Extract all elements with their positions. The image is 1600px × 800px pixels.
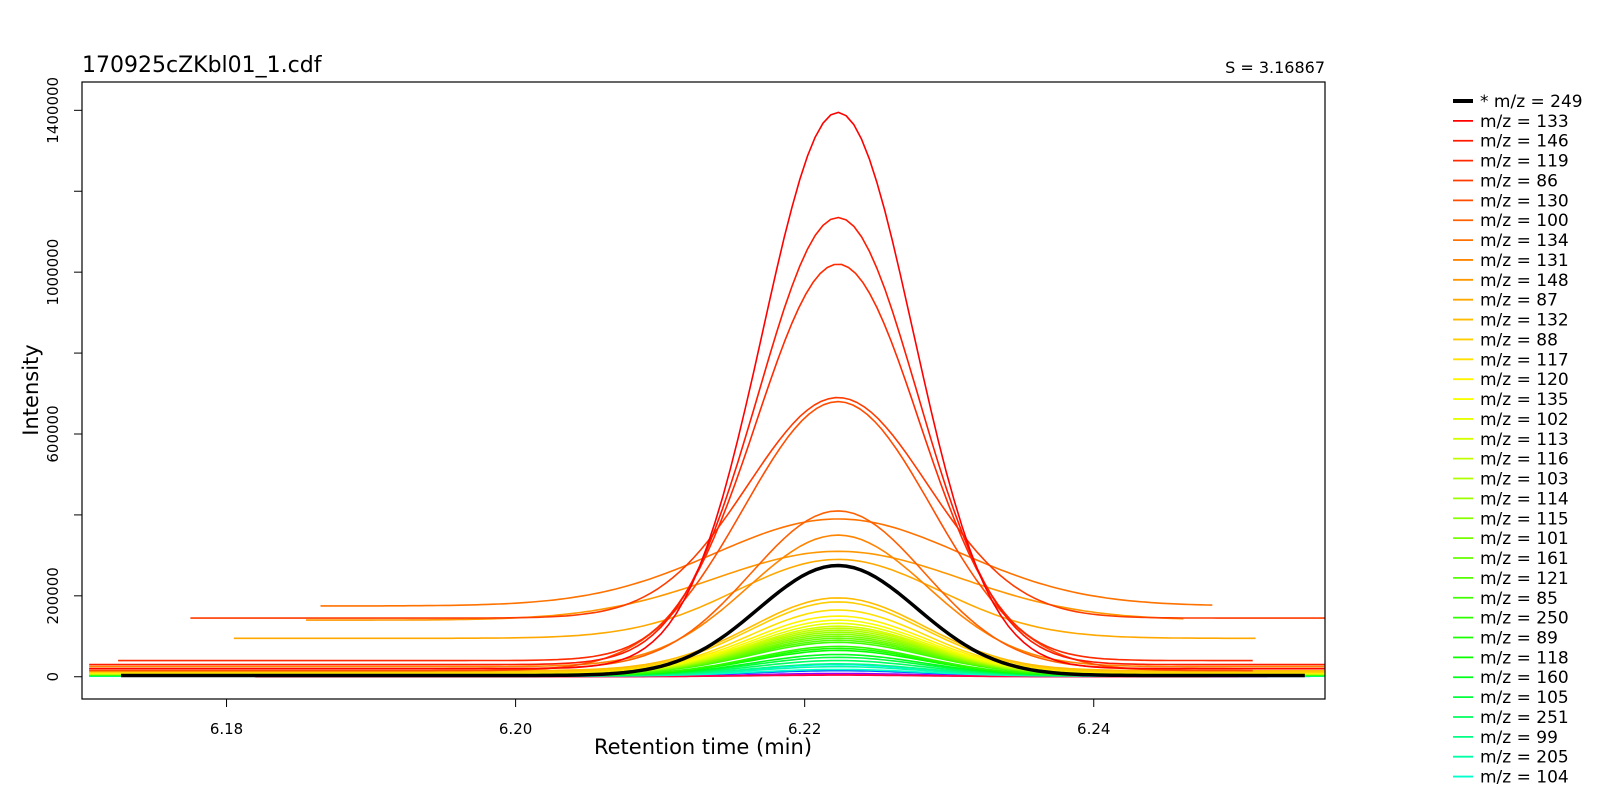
chromatogram-traces — [89, 111, 1325, 678]
chart-title: 170925cZKbl01_1.cdf — [82, 53, 323, 78]
series-line — [89, 534, 1325, 668]
legend-label: m/z = 250 — [1480, 609, 1569, 629]
legend-label: m/z = 105 — [1480, 688, 1569, 708]
y-tick-label: 1000000 — [44, 239, 62, 306]
legend-label: m/z = 115 — [1480, 509, 1569, 529]
legend-label: m/z = 104 — [1480, 768, 1569, 788]
plot-frame — [81, 81, 1326, 700]
legend-label: m/z = 119 — [1480, 152, 1569, 172]
series-line — [89, 216, 1325, 666]
y-tick-label: 1400000 — [44, 77, 62, 144]
legend-label: m/z = 86 — [1480, 171, 1558, 191]
x-tick-label: 6.22 — [788, 720, 821, 738]
legend-label: m/z = 131 — [1480, 251, 1569, 271]
legend-label: m/z = 205 — [1480, 748, 1569, 768]
x-axis: 6.18 6.20 6.22 6.24 — [210, 699, 1110, 738]
legend-label: m/z = 160 — [1480, 668, 1569, 688]
series-line — [89, 400, 1253, 672]
series-line — [118, 263, 1253, 662]
score-label: S = 3.16867 — [1225, 58, 1325, 77]
y-tick-label: 200000 — [44, 567, 62, 624]
legend-label: m/z = 133 — [1480, 112, 1569, 132]
series-line — [190, 396, 1325, 619]
legend-label: m/z = 132 — [1480, 311, 1569, 331]
series-line — [306, 550, 1184, 621]
legend-label: m/z = 100 — [1480, 211, 1569, 231]
legend-label: m/z = 146 — [1480, 132, 1569, 152]
legend-label: * m/z = 249 — [1480, 92, 1583, 112]
x-tick-label: 6.20 — [499, 720, 532, 738]
series-line — [320, 518, 1213, 607]
legend-label: m/z = 87 — [1480, 291, 1558, 311]
series-line-highlight — [121, 563, 1305, 678]
series-line — [89, 111, 1325, 670]
legend-label: m/z = 161 — [1480, 549, 1569, 569]
x-tick-label: 6.18 — [210, 720, 243, 738]
legend-label: m/z = 88 — [1480, 330, 1558, 350]
y-tick-label: 0 — [44, 672, 62, 682]
legend-label: m/z = 89 — [1480, 628, 1558, 648]
legend-label: m/z = 118 — [1480, 648, 1569, 668]
legend-label: m/z = 120 — [1480, 370, 1569, 390]
x-tick-label: 6.24 — [1077, 720, 1110, 738]
legend-label: m/z = 135 — [1480, 390, 1569, 410]
legend-label: m/z = 116 — [1480, 450, 1569, 470]
legend-label: m/z = 121 — [1480, 569, 1569, 589]
legend-label: m/z = 103 — [1480, 470, 1569, 490]
legend-label: m/z = 148 — [1480, 271, 1569, 291]
legend-label: m/z = 113 — [1480, 430, 1569, 450]
series-line — [89, 601, 1325, 673]
series-line — [89, 510, 1325, 670]
y-tick-label: 600000 — [44, 405, 62, 462]
series-line — [233, 558, 1256, 640]
legend-label: m/z = 85 — [1480, 589, 1558, 609]
legend-label: m/z = 134 — [1480, 231, 1569, 251]
legend-label: m/z = 130 — [1480, 191, 1569, 211]
legend-label: m/z = 114 — [1480, 489, 1569, 509]
legend-label: m/z = 117 — [1480, 350, 1569, 370]
y-axis: 0 200000 600000 1000000 1400000 — [44, 77, 82, 682]
y-axis-label: Intensity — [19, 344, 43, 435]
legend-label: m/z = 251 — [1480, 708, 1569, 728]
legend-label: m/z = 99 — [1480, 728, 1558, 748]
legend-label: m/z = 102 — [1480, 410, 1569, 430]
legend-label: m/z = 101 — [1480, 529, 1569, 549]
x-axis-label: Retention time (min) — [594, 735, 812, 759]
